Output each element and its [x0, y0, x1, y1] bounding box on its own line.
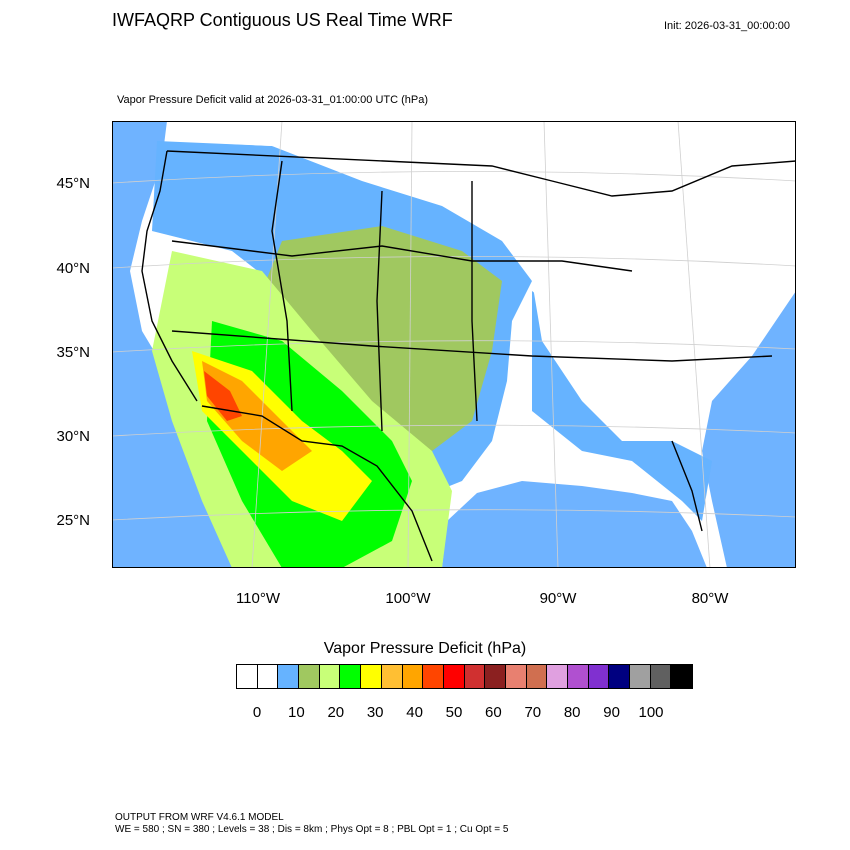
- colorbar-tick-label: 60: [485, 704, 502, 721]
- colorbar-swatch: [650, 665, 672, 688]
- colorbar-swatch: [630, 665, 651, 688]
- colorbar-swatch: [526, 665, 548, 688]
- canada-area: [172, 121, 796, 181]
- colorbar-tick-label: 10: [288, 704, 305, 721]
- lon-label: 80°W: [691, 590, 729, 607]
- colorbar-swatch: [257, 665, 279, 688]
- colorbar-swatch: [340, 665, 362, 688]
- colorbar-tick-label: 20: [327, 704, 345, 721]
- plot-subtitle: Vapor Pressure Deficit valid at 2026-03-…: [117, 94, 429, 106]
- colorbar-swatch: [464, 665, 486, 688]
- colorbar-swatch: [402, 665, 424, 688]
- colorbar-swatch: [671, 665, 693, 688]
- region-20-30: [262, 226, 502, 451]
- lat-label: 35°N: [56, 344, 90, 361]
- lat-label: 45°N: [56, 175, 90, 192]
- colorbar-tick-label: 80: [563, 704, 581, 721]
- colorbar-tick-label: 70: [524, 704, 542, 721]
- colorbar-swatch: [485, 665, 506, 688]
- region-70-80: [202, 361, 312, 471]
- colorbar-swatch: [423, 665, 444, 688]
- model-info-line2: WE = 580 ; SN = 380 ; Levels = 38 ; Dis …: [115, 824, 509, 835]
- lon-label: 110°W: [235, 590, 281, 607]
- model-info-line1: OUTPUT FROM WRF V4.6.1 MODEL: [115, 812, 284, 823]
- colorbar-swatch: [609, 665, 631, 688]
- colorbar-tick-label: 40: [406, 704, 423, 721]
- colorbar-tick-label: 100: [638, 704, 664, 721]
- colorbar-swatch: [443, 665, 465, 688]
- colorbar-swatch: [299, 665, 320, 688]
- pacific-ocean: [112, 121, 252, 568]
- gulf-of-mexico: [442, 481, 707, 568]
- colorbar-swatch: [547, 665, 568, 688]
- vpd-map: [112, 121, 796, 568]
- colorbar-tick-label: 0: [252, 704, 262, 721]
- colorbar-tick-label: 50: [445, 704, 463, 721]
- colorbar-swatch: [588, 665, 610, 688]
- page-title: IWFAQRP Contiguous US Real Time WRF: [112, 10, 453, 30]
- lon-label: 90°W: [539, 590, 577, 607]
- colorbar-swatch: [278, 665, 300, 688]
- colorbar-swatch: [568, 665, 589, 688]
- colorbar: [236, 664, 694, 689]
- colorbar-swatch: [381, 665, 403, 688]
- region-0-10: [492, 181, 796, 441]
- init-time: Init: 2026-03-31_00:00:00: [664, 20, 790, 32]
- map-frame: [112, 121, 796, 568]
- colorbar-swatch: [237, 665, 258, 688]
- colorbar-tick-label: 30: [366, 704, 384, 721]
- region-80-90: [204, 371, 242, 421]
- lat-label: 30°N: [56, 428, 90, 445]
- atlantic-ocean: [702, 291, 796, 568]
- colorbar-swatch: [361, 665, 382, 688]
- colorbar-swatch: [319, 665, 341, 688]
- colorbar-title: Vapor Pressure Deficit (hPa): [323, 640, 527, 657]
- lat-label: 40°N: [56, 260, 90, 277]
- borders: [141, 150, 796, 562]
- lat-label: 25°N: [56, 512, 90, 529]
- colorbar-swatch: [505, 665, 527, 688]
- colorbar-tick-label: 90: [603, 704, 620, 721]
- lon-label: 100°W: [385, 590, 431, 607]
